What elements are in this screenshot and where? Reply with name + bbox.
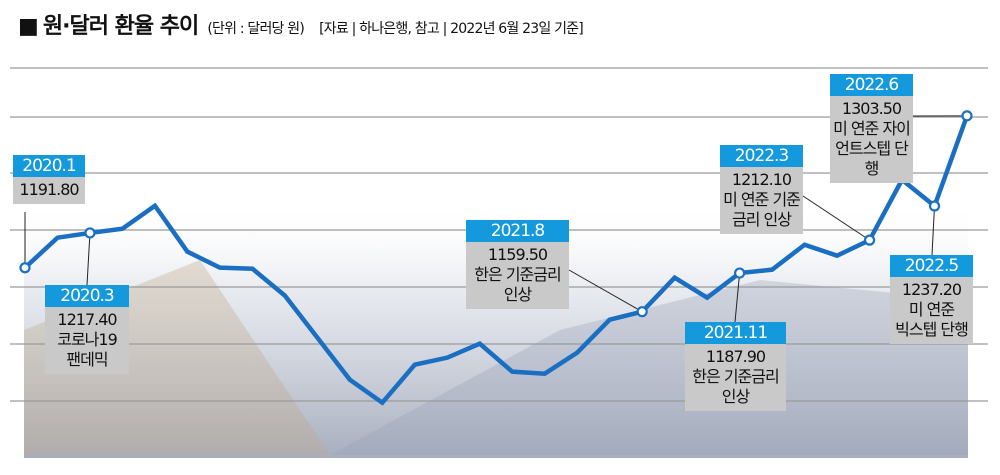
title-unit: (단위 : 달러당 원)	[207, 21, 305, 37]
annotation-value: 1217.40	[57, 310, 117, 329]
annotation-period: 2022.3	[720, 145, 803, 167]
data-point-marker	[636, 306, 648, 318]
annotation-note: 미 연준	[908, 300, 955, 319]
annotation-note: 금리 인상	[732, 210, 792, 229]
annotation-period: 2021.8	[466, 220, 569, 242]
annotation-note: 미 연준 자이	[833, 119, 911, 138]
annotation-body: 1303.50 미 연준 자이 언트스텝 단행	[830, 96, 913, 183]
data-point-marker	[863, 234, 876, 246]
annotation-period: 2021.11	[685, 322, 786, 344]
annotation-value: 1159.50	[487, 245, 548, 264]
annotation-period: 2022.5	[890, 255, 973, 277]
annotation-label: 2020.1 1191.80	[13, 155, 85, 204]
annotation-value: 1212.10	[731, 170, 792, 189]
leader-line	[734, 273, 741, 323]
annotation-leaders	[24, 115, 968, 323]
annotation-note: 코로나19	[57, 330, 118, 349]
banknote-shape	[330, 280, 968, 455]
leader-line	[86, 232, 91, 286]
leader-line	[931, 205, 936, 256]
series-line	[23, 115, 970, 406]
annotation-value: 1191.80	[19, 180, 79, 199]
annotation-note: 언트스텝 단행	[835, 139, 909, 178]
title-main: 원·달러 환율 추이	[42, 14, 199, 39]
leader-line	[568, 269, 643, 313]
annotation-period: 2020.1	[13, 155, 85, 177]
annotation-note: 한은 기준금리	[474, 265, 561, 284]
banknote-background	[24, 200, 968, 458]
annotation-note: 인상	[721, 387, 750, 406]
annotation-note: 미 연준 기준	[723, 190, 801, 209]
data-point-marker	[84, 227, 96, 239]
annotation-note: 빅스텝 단행	[895, 320, 969, 339]
data-point-marker	[19, 262, 31, 274]
annotation-label: 2022.6 1303.50 미 연준 자이 언트스텝 단행	[830, 74, 913, 183]
annotation-label: 2022.3 1212.10 미 연준 기준 금리 인상	[720, 145, 803, 234]
annotation-label: 2021.8 1159.50 한은 기준금리 인상	[466, 220, 569, 309]
annotation-body: 1237.20 미 연준 빅스텝 단행	[890, 277, 973, 344]
series-points	[19, 110, 973, 318]
title-bullet: ■	[18, 14, 39, 39]
annotation-body: 1217.40 코로나19 팬데믹	[45, 307, 129, 374]
annotation-note: 인상	[503, 285, 532, 304]
annotation-note: 팬데믹	[66, 350, 108, 369]
title-source: [자료 | 하나은행, 참고 | 2022년 6월 23일 기준]	[319, 21, 584, 37]
annotation-value: 1237.20	[901, 280, 962, 299]
annotation-label: 2021.11 1187.90 한은 기준금리 인상	[685, 322, 786, 411]
leader-line	[802, 195, 870, 241]
data-point-marker	[928, 200, 941, 212]
annotation-value: 1303.50	[841, 99, 902, 118]
annotation-period: 2022.6	[830, 74, 913, 96]
annotation-label: 2022.5 1237.20 미 연준 빅스텝 단행	[890, 255, 973, 344]
data-point-marker	[961, 110, 973, 122]
annotation-body: 1191.80	[13, 177, 85, 204]
annotation-body: 1187.90 한은 기준금리 인상	[685, 344, 786, 411]
annotation-period: 2020.3	[45, 285, 129, 307]
annotation-body: 1212.10 미 연준 기준 금리 인상	[720, 167, 803, 234]
annotation-label: 2020.3 1217.40 코로나19 팬데믹	[45, 285, 129, 374]
annotation-note: 한은 기준금리	[692, 367, 779, 386]
chart-title: ■ 원·달러 환율 추이 (단위 : 달러당 원) [자료 | 하나은행, 참고…	[18, 8, 584, 40]
annotation-body: 1159.50 한은 기준금리 인상	[466, 242, 569, 309]
annotation-value: 1187.90	[705, 347, 766, 366]
exchange-rate-line	[23, 115, 970, 406]
data-point-marker	[734, 267, 746, 279]
